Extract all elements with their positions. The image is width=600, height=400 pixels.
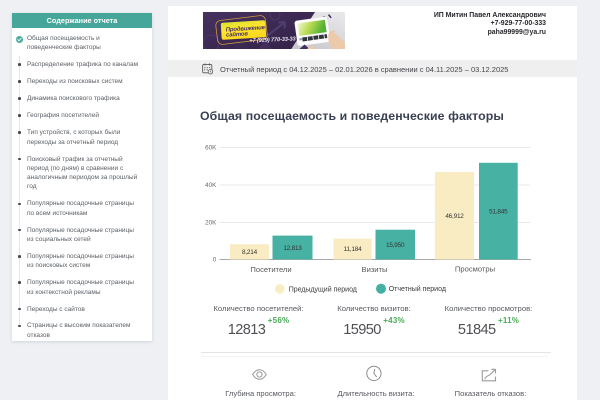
svg-text:20K: 20K	[205, 220, 217, 227]
svg-text:Продвижение: Продвижение	[225, 25, 265, 33]
svg-text:40K: 40K	[205, 182, 217, 189]
svg-text:60K: 60K	[205, 145, 217, 152]
svg-text:Отчетный период: Отчетный период	[389, 285, 446, 293]
svg-text:8,214: 8,214	[242, 249, 258, 256]
svg-text:46,912: 46,912	[445, 213, 464, 220]
svg-text:Просмотры: Просмотры	[455, 265, 495, 274]
svg-text:0: 0	[213, 257, 217, 264]
svg-text:Посетители: Посетители	[250, 265, 291, 274]
svg-text:11,184: 11,184	[344, 246, 363, 253]
svg-text:51,845: 51,845	[489, 209, 508, 216]
svg-text:Визиты: Визиты	[362, 265, 388, 274]
svg-text:12,813: 12,813	[283, 245, 302, 252]
svg-text:Предыдущий период: Предыдущий период	[289, 285, 357, 293]
svg-text:сайтов: сайтов	[225, 30, 248, 38]
svg-text:15,950: 15,950	[386, 242, 405, 249]
svg-text:+7 (929) 770-33-33: +7 (929) 770-33-33	[249, 36, 296, 44]
